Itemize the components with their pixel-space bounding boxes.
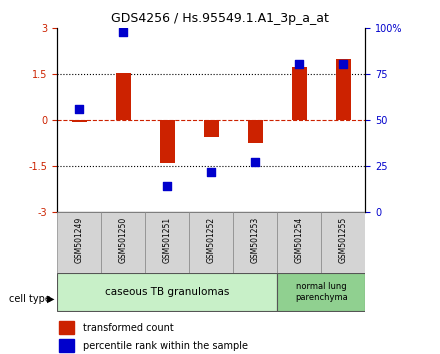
Bar: [59, 339, 74, 352]
Text: GSM501250: GSM501250: [119, 217, 128, 263]
Text: GSM501255: GSM501255: [339, 217, 348, 263]
Bar: [101, 212, 145, 273]
Bar: [336, 59, 351, 120]
Text: GSM501251: GSM501251: [163, 217, 172, 263]
Bar: [204, 120, 219, 137]
Bar: [72, 120, 87, 122]
Bar: [248, 120, 263, 143]
Point: [208, 169, 215, 175]
Bar: [116, 73, 131, 120]
Bar: [321, 212, 365, 273]
Bar: [189, 212, 233, 273]
Bar: [233, 212, 277, 273]
Bar: [145, 212, 189, 273]
Text: percentile rank within the sample: percentile rank within the sample: [83, 341, 248, 350]
Text: transformed count: transformed count: [83, 323, 173, 333]
Point: [76, 106, 83, 112]
Text: normal lung
parenchyma: normal lung parenchyma: [295, 282, 348, 302]
Point: [296, 61, 303, 67]
Text: GSM501253: GSM501253: [251, 217, 260, 263]
Text: cell type: cell type: [9, 294, 51, 304]
Point: [252, 159, 259, 165]
Bar: [57, 212, 101, 273]
Text: GSM501252: GSM501252: [207, 217, 216, 263]
Bar: [277, 212, 321, 273]
Bar: [292, 67, 307, 120]
Text: ▶: ▶: [47, 294, 55, 304]
Bar: [59, 321, 74, 334]
Point: [120, 29, 127, 35]
Text: GSM501254: GSM501254: [295, 217, 304, 263]
Text: caseous TB granulomas: caseous TB granulomas: [105, 287, 229, 297]
Text: GDS4256 / Hs.95549.1.A1_3p_a_at: GDS4256 / Hs.95549.1.A1_3p_a_at: [111, 12, 329, 25]
Bar: [160, 120, 175, 163]
Bar: [277, 273, 365, 311]
Point: [340, 61, 347, 67]
Text: GSM501249: GSM501249: [75, 217, 84, 263]
Point: [164, 183, 171, 189]
Bar: [57, 273, 277, 311]
